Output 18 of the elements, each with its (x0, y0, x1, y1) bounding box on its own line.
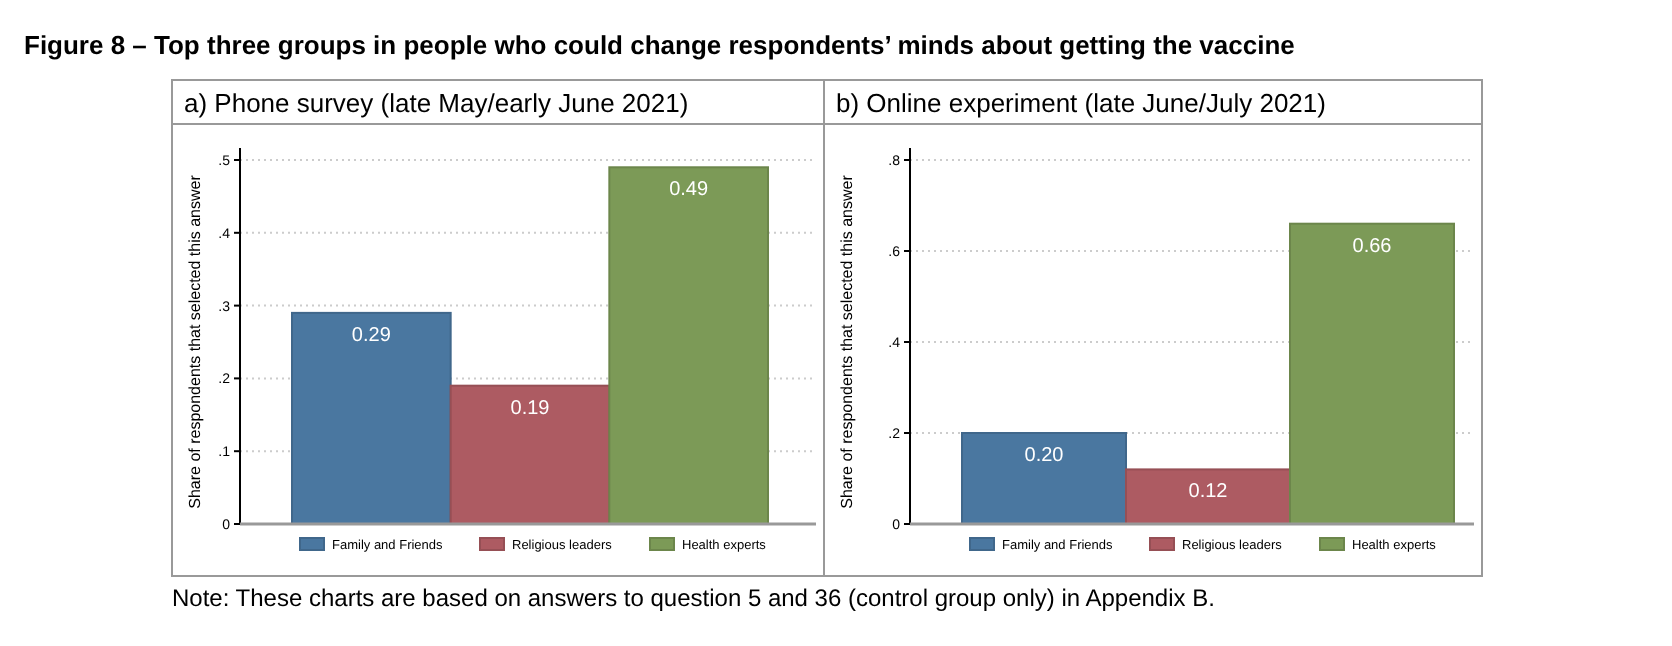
bar (961, 432, 1127, 525)
chart-title: b) Online experiment (late June/July 2021) (836, 88, 1326, 118)
data-label: 0.19 (510, 397, 551, 420)
chart-title: a) Phone survey (late May/early June 2021) (184, 88, 689, 118)
bar (608, 166, 769, 525)
data-label: 0.20 (1024, 445, 1065, 467)
bar (449, 384, 611, 525)
data-label: 0.66 (1352, 235, 1393, 258)
text: Note: These charts are based on answers to question 5 and 36 (control group only) in Appendix B. (172, 584, 1215, 612)
y-axis-title: Share of respondents that selected this answer (186, 174, 204, 509)
data-label: 0.49 (669, 179, 709, 202)
bar (1125, 468, 1291, 525)
bar (1289, 222, 1455, 525)
data-label: 0.12 (1188, 481, 1229, 504)
bar (291, 311, 452, 525)
caption: Figure 8 – Top three groups in people who could change respondents’ minds about getting the vaccine (24, 30, 1295, 60)
data-label: 0.29 (351, 324, 392, 347)
y-axis-title: Share of respondents that selected this answer (838, 174, 856, 509)
